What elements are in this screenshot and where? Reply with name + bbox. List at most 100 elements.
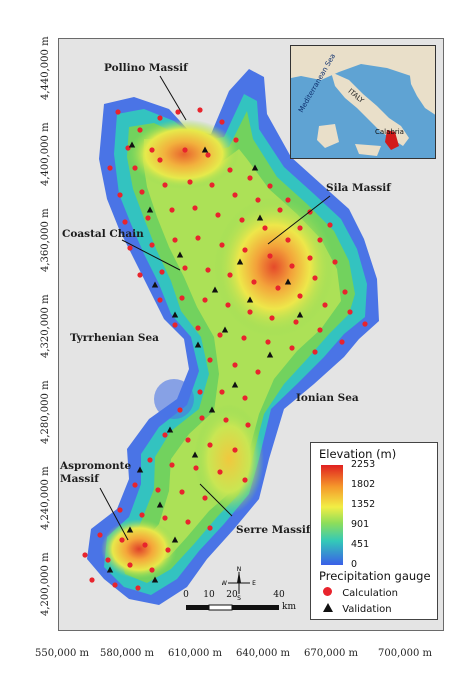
calculation-gauge-marker [182, 147, 188, 153]
calculation-gauge-marker [119, 537, 125, 543]
calculation-gauge-marker [127, 245, 133, 251]
calculation-gauge-marker [132, 165, 138, 171]
label-sila-massif: Sila Massif [326, 182, 391, 194]
calculation-gauge-marker [195, 235, 201, 241]
calculation-gauge-marker [289, 345, 295, 351]
calculation-gauge-marker [112, 582, 118, 588]
calculation-gauge-marker [362, 321, 368, 327]
calculation-gauge-marker [172, 322, 178, 328]
legend-validation-label: Validation [342, 604, 392, 615]
validation-gauge-marker [146, 206, 154, 213]
calculation-gauge-marker [202, 297, 208, 303]
compass-s: S [237, 595, 241, 600]
x-axis-label: 610,000 m [168, 648, 223, 659]
calculation-gauge-marker [193, 465, 199, 471]
scale-tick: 40 [273, 590, 285, 600]
calculation-gauge-marker [242, 395, 248, 401]
label-coastal-chain: Coastal Chain [62, 228, 144, 240]
calculation-gauge-marker [247, 175, 253, 181]
calculation-gauge-marker [239, 217, 245, 223]
calculation-gauge-marker [209, 182, 215, 188]
scale-tick: 10 [203, 590, 215, 600]
calculation-gauge-marker [97, 532, 103, 538]
calculation-gauge-marker [312, 275, 318, 281]
calculation-gauge-marker [317, 237, 323, 243]
calculation-gauge-marker [277, 207, 283, 213]
validation-triangle-icon [323, 603, 333, 612]
calculation-gauge-marker [207, 357, 213, 363]
calculation-gauge-marker [289, 263, 295, 269]
x-axis-label: 670,000 m [304, 648, 359, 659]
calculation-gauge-marker [149, 242, 155, 248]
calculation-gauge-marker [227, 272, 233, 278]
inset-map: ITALY Mediterranean Sea Calabria [290, 45, 436, 159]
validation-gauge-marker [266, 351, 274, 358]
validation-gauge-marker [236, 258, 244, 265]
elevation-tick: 2253 [351, 459, 376, 470]
calculation-gauge-marker [157, 115, 163, 121]
calculation-gauge-marker [159, 269, 165, 275]
calculation-gauge-marker [207, 525, 213, 531]
calculation-gauge-marker [339, 339, 345, 345]
validation-gauge-marker [126, 526, 134, 533]
calculation-gauge-marker [232, 447, 238, 453]
calculation-gauge-marker [327, 222, 333, 228]
calculation-gauge-marker [132, 482, 138, 488]
validation-gauge-marker [221, 326, 229, 333]
compass-w: W [222, 580, 227, 587]
calculation-gauge-marker [162, 182, 168, 188]
inset-label-calabria: Calabria [375, 128, 404, 136]
calculation-gauge-marker [149, 147, 155, 153]
calculation-gauge-marker [297, 293, 303, 299]
calculation-gauge-marker [233, 137, 239, 143]
validation-gauge-marker [151, 281, 159, 288]
calculation-gauge-marker [251, 279, 257, 285]
calculation-gauge-marker [332, 259, 338, 265]
calculation-gauge-marker [285, 237, 291, 243]
calculation-gauge-marker [255, 369, 261, 375]
calculation-gauge-marker [185, 437, 191, 443]
calculation-gauge-marker [82, 552, 88, 558]
calculation-gauge-marker [142, 542, 148, 548]
calculation-gauge-marker [179, 295, 185, 301]
calculation-gauge-marker [89, 577, 95, 583]
calculation-gauge-marker [147, 457, 153, 463]
x-axis-label: 640,000 m [236, 648, 291, 659]
calculation-gauge-marker [227, 167, 233, 173]
calculation-gauge-marker [195, 325, 201, 331]
elevation-color-ramp [321, 465, 343, 565]
calculation-gauge-marker [157, 297, 163, 303]
label-aspromonte-massif: Aspromonte Massif [60, 460, 132, 486]
calculation-gauge-marker [127, 562, 133, 568]
calculation-gauge-marker [255, 197, 261, 203]
calculation-gauge-marker [219, 119, 225, 125]
elevation-tick: 0 [351, 559, 358, 570]
scale-bar-graphic [186, 604, 279, 611]
calculation-gauge-marker [265, 339, 271, 345]
validation-gauge-marker [151, 576, 159, 583]
calculation-gauge-marker [117, 507, 123, 513]
calculation-gauge-marker [232, 362, 238, 368]
calculation-dot-icon [323, 587, 332, 596]
calculation-gauge-marker [107, 165, 113, 171]
label-aspromonte-text: Aspromonte Massif [60, 460, 132, 485]
calculation-gauge-marker [225, 302, 231, 308]
calculation-gauge-marker [322, 302, 328, 308]
validation-gauge-marker [191, 451, 199, 458]
validation-gauge-marker [128, 141, 136, 148]
calculation-gauge-marker [242, 477, 248, 483]
calculation-gauge-marker [317, 327, 323, 333]
calculation-gauge-marker [219, 242, 225, 248]
calculation-gauge-marker [202, 495, 208, 501]
x-axis-label: 550,000 m [35, 648, 90, 659]
calculation-gauge-marker [275, 285, 281, 291]
label-ionian-sea: Ionian Sea [296, 392, 359, 404]
calculation-gauge-marker [197, 389, 203, 395]
calculation-gauge-marker [165, 547, 171, 553]
calculation-gauge-marker [139, 512, 145, 518]
calculation-gauge-marker [137, 127, 143, 133]
compass-e: E [252, 580, 256, 587]
calculation-gauge-marker [347, 309, 353, 315]
calculation-gauge-marker [137, 272, 143, 278]
